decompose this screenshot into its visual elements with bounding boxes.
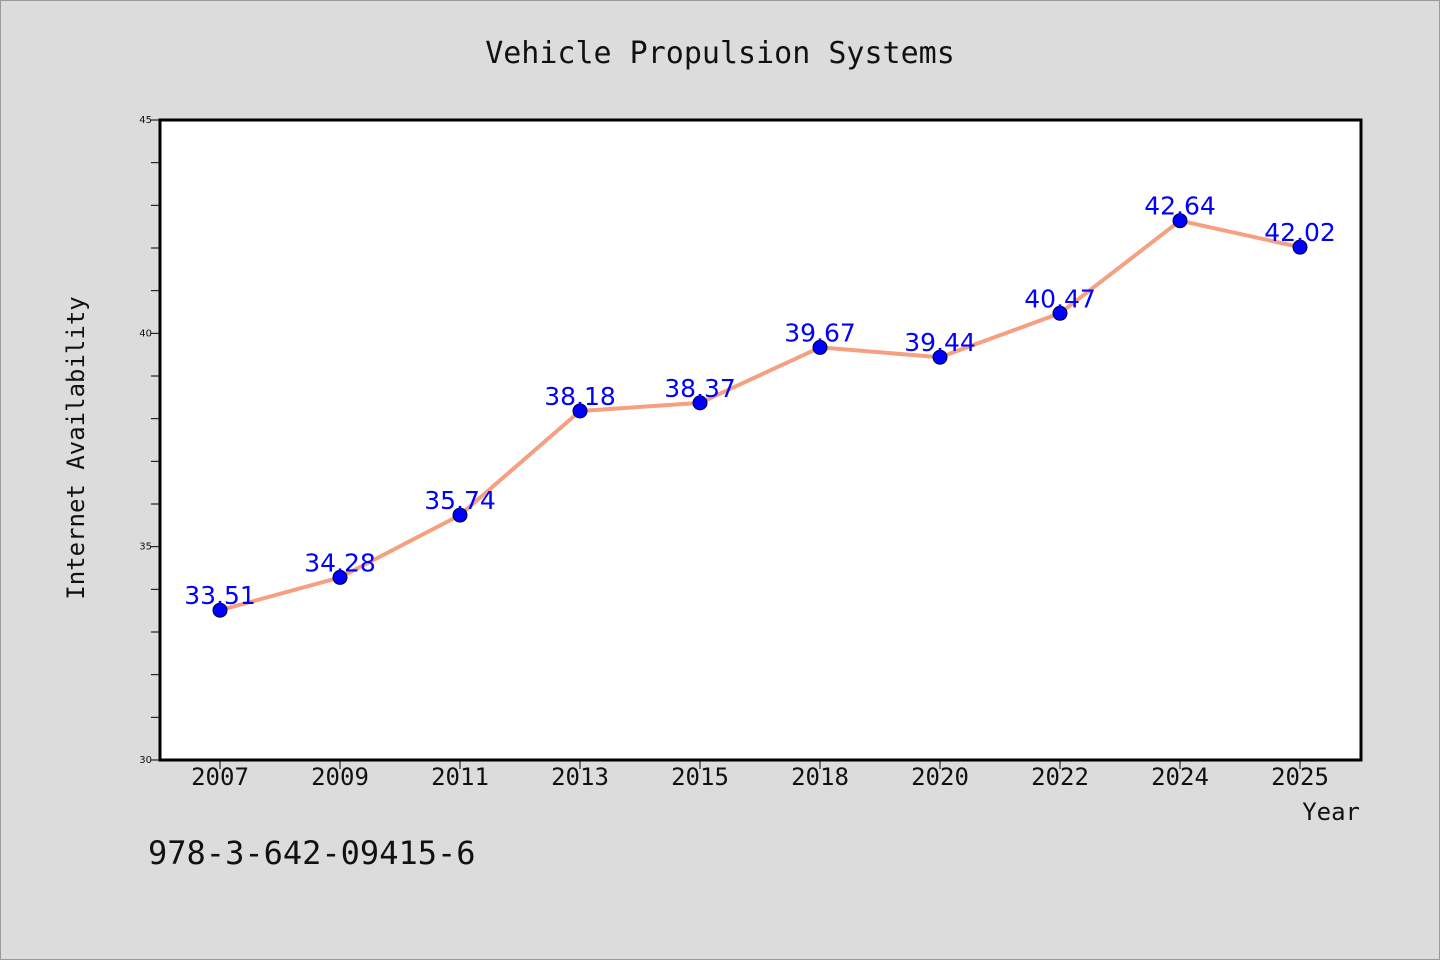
y-axis-label: Internet Availability <box>62 296 90 599</box>
y-tick-label: 30 <box>139 755 152 766</box>
data-point <box>572 403 588 419</box>
data-label: 40.47 <box>1024 284 1096 313</box>
y-axis: 30 35 40 45 <box>139 115 160 766</box>
data-label: 42.02 <box>1264 218 1336 247</box>
y-tick-label: 40 <box>139 328 152 339</box>
data-label: 39.44 <box>904 328 976 357</box>
series-line <box>218 218 1302 613</box>
data-point <box>212 602 228 618</box>
data-point <box>1292 239 1308 255</box>
data-label: 39.67 <box>784 318 856 347</box>
data-point <box>812 339 828 355</box>
x-tick-label: 2025 <box>1271 763 1329 791</box>
x-tick-label: 2007 <box>191 763 249 791</box>
data-point <box>1172 213 1188 229</box>
x-tick-label: 2013 <box>551 763 609 791</box>
x-tick-label: 2020 <box>911 763 969 791</box>
data-point <box>332 569 348 585</box>
data-point <box>452 507 468 523</box>
data-label: 38.18 <box>544 382 616 411</box>
plot-area <box>158 118 1363 762</box>
data-label: 34.28 <box>304 548 376 577</box>
data-label: 42.64 <box>1144 192 1216 221</box>
data-point <box>932 349 948 365</box>
data-label: 33.51 <box>184 581 256 610</box>
data-label: 35.74 <box>424 486 496 515</box>
x-tick-label: 2024 <box>1151 763 1209 791</box>
series-layer: 33.51 34.28 35.74 38.18 38.37 39.67 39.44 40.47… <box>184 192 1336 618</box>
y-tick-label: 35 <box>139 542 152 553</box>
x-tick-label: 2022 <box>1031 763 1089 791</box>
chart-title: Vehicle Propulsion Systems <box>485 36 955 71</box>
y-tick-label: 45 <box>139 115 152 126</box>
x-tick-label: 2015 <box>671 763 729 791</box>
data-label: 38.37 <box>664 374 736 403</box>
x-tick-label: 2018 <box>791 763 849 791</box>
x-tick-label: 2011 <box>431 763 489 791</box>
data-point <box>1052 305 1068 321</box>
x-tick-label: 2009 <box>311 763 369 791</box>
data-point <box>692 395 708 411</box>
isbn-text: 978-3-642-09415-6 <box>148 834 476 872</box>
x-axis: 2007 2009 2011 2013 2015 2018 2020 2022 2024 2025 <box>191 760 1329 791</box>
x-axis-label: Year <box>1302 798 1360 826</box>
